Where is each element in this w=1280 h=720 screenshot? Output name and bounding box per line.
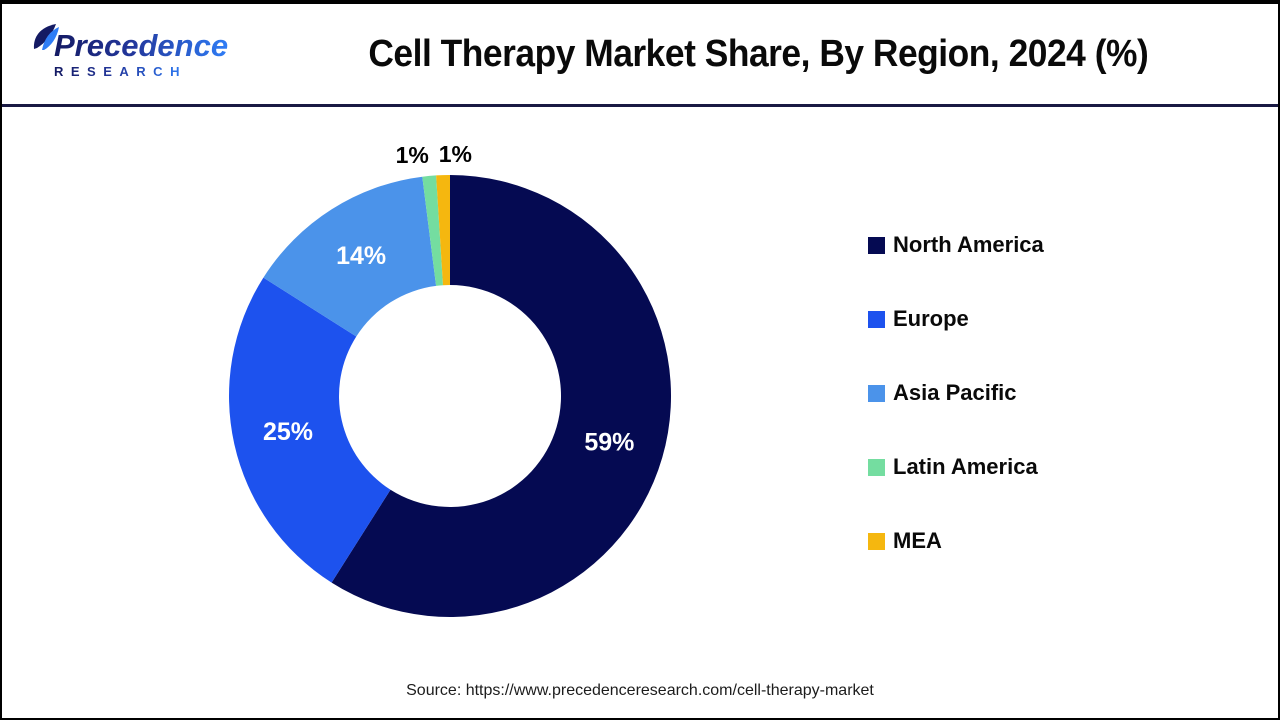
- legend-label: North America: [893, 232, 1044, 257]
- legend-label: Latin America: [893, 454, 1038, 479]
- legend-item-latin-america: Latin America: [868, 452, 1044, 482]
- legend-item-asia-pacific: Asia Pacific: [868, 378, 1044, 408]
- page-title: Cell Therapy Market Share, By Region, 20…: [368, 32, 1149, 75]
- pie-slice-north-america: [331, 175, 672, 617]
- chart-panel: 59% 25% 14% 1% 1% North America Europe Asia …: [2, 107, 1278, 663]
- legend-label: MEA: [893, 528, 942, 553]
- legend-swatch: [868, 310, 885, 328]
- legend-swatch: [868, 236, 885, 254]
- slice-label-europe: 25%: [263, 418, 313, 446]
- legend-item-north-america: North America: [868, 230, 1044, 260]
- source-text: Source: https://www.precedenceresearch.c…: [406, 682, 874, 699]
- legend-item-europe: Europe: [868, 304, 1044, 334]
- legend-swatch: [868, 532, 885, 550]
- legend-label: Asia Pacific: [893, 380, 1017, 405]
- logo-leaf-icon: [33, 24, 59, 50]
- legend-label: Europe: [893, 306, 969, 331]
- header: Precedence RESEARCH Cell Therapy Market …: [2, 4, 1278, 107]
- legend-item-mea: MEA: [868, 526, 1044, 556]
- pie-slice-mea: [436, 174, 450, 286]
- donut-chart: 59% 25% 14% 1% 1%: [229, 141, 672, 617]
- pie-slice-latin-america: [422, 175, 443, 286]
- legend-swatch: [868, 458, 885, 476]
- legend-swatch: [868, 384, 885, 402]
- pie-slice-asia-pacific: [263, 176, 437, 337]
- logo-wordmark: Precedence: [54, 28, 229, 63]
- pie-slice-europe: [229, 277, 391, 583]
- slice-label-north-america: 59%: [584, 428, 634, 456]
- logo-subtext: RESEARCH: [54, 64, 187, 79]
- slice-label-latin-america: 1%: [396, 142, 429, 168]
- slice-label-asia-pacific: 14%: [336, 242, 386, 270]
- logo: Precedence RESEARCH: [24, 24, 239, 79]
- slice-label-mea: 1%: [439, 141, 472, 167]
- legend: North America Europe Asia Pacific Latin …: [868, 230, 1044, 556]
